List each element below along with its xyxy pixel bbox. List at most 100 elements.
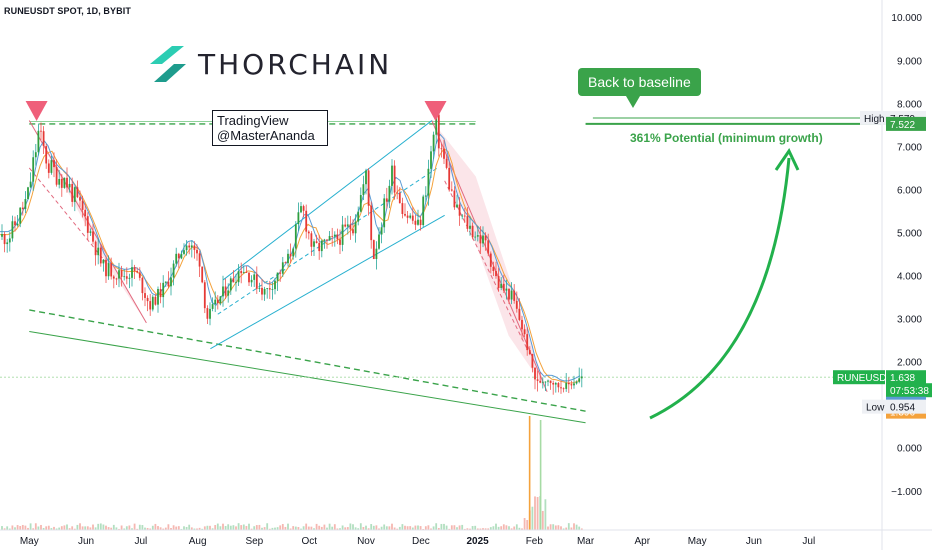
candle-body: [349, 224, 352, 230]
volume-bar: [180, 528, 183, 530]
candle-body: [40, 130, 42, 132]
candle-body: [409, 215, 412, 218]
candle-body: [92, 231, 94, 242]
volume-bar: [287, 523, 289, 530]
thorchain-logo-icon: [150, 46, 186, 82]
volume-bar: [89, 527, 92, 530]
price-tick-label: 10.000: [891, 13, 922, 24]
volume-bar: [32, 528, 35, 530]
volume-bar: [414, 525, 417, 530]
volume-bar: [105, 525, 107, 530]
candle-body: [443, 148, 445, 159]
candle-body: [567, 382, 570, 385]
volume-bar: [146, 527, 149, 530]
countdown-bg: [886, 383, 932, 398]
volume-bar: [487, 528, 490, 530]
volume-bar: [292, 526, 295, 530]
volume-bar: [560, 526, 562, 530]
volume-bar: [536, 497, 539, 530]
volume-bar: [115, 527, 118, 530]
volume-bar: [508, 526, 510, 530]
candle-body: [375, 248, 378, 259]
candle-body: [274, 280, 276, 290]
candle-body: [219, 296, 222, 304]
candle-body: [47, 163, 50, 173]
volume-bar: [175, 526, 178, 530]
low-label-bg: [862, 399, 886, 414]
candle-body: [508, 288, 510, 300]
candle-body: [453, 190, 456, 208]
candle-body: [445, 158, 448, 168]
price-tick-label: 5.000: [897, 228, 922, 239]
volume-bar: [34, 523, 37, 530]
time-tick-label: Dec: [412, 536, 430, 547]
volume-bar: [94, 527, 97, 530]
candle-body: [370, 205, 373, 241]
candle-body: [162, 282, 165, 298]
volume-bar: [131, 528, 133, 530]
volume-bar: [81, 526, 84, 530]
candle-body: [565, 382, 568, 389]
candle-body: [73, 187, 76, 202]
brand-logo: THORCHAIN: [148, 44, 392, 84]
candle-body: [16, 223, 19, 226]
volume-bar: [463, 528, 466, 530]
candle-body: [105, 259, 107, 277]
volume-bar: [294, 526, 297, 530]
volume-bar: [248, 523, 250, 530]
price-tick-label: 6.000: [897, 185, 922, 196]
candle-body: [365, 170, 367, 185]
last-value: 1.638: [890, 373, 915, 384]
price-tick-label: 7.000: [897, 142, 922, 153]
candle-body: [404, 213, 406, 216]
candle-body: [430, 151, 432, 169]
volume-bar: [16, 525, 19, 530]
volume-bar: [476, 528, 479, 530]
volume-bar: [99, 523, 102, 530]
candle-body: [110, 263, 113, 277]
candle-body: [120, 270, 123, 277]
volume-bar: [203, 526, 206, 530]
candle-body: [138, 272, 141, 278]
volume-bar: [164, 527, 167, 530]
candle-body: [359, 195, 362, 212]
volume-bar: [365, 525, 367, 530]
time-tick-label: Oct: [301, 536, 317, 547]
target-value-bg: [886, 116, 926, 131]
candle-body: [302, 206, 305, 211]
volume-bar: [253, 526, 256, 530]
candle-body: [242, 272, 245, 274]
candle-body: [406, 215, 409, 218]
price-axis[interactable]: 10.000 9.000 8.000 7.000 6.000 5.000 4.000 3.00…: [881, 0, 922, 550]
volume-bar: [398, 526, 401, 530]
low-value-bg: [886, 399, 926, 414]
candle-body: [268, 288, 271, 290]
down-channel-1-lower: [28, 167, 107, 263]
price-tick-label: 0.000: [897, 444, 922, 455]
volume-bar: [372, 525, 375, 530]
candle-body: [53, 160, 55, 168]
volume-bar: [302, 526, 305, 530]
volume-bar: [209, 525, 211, 530]
volume-bar: [1, 526, 3, 530]
candle-body: [414, 220, 417, 225]
volume-bar: [66, 524, 68, 530]
candle-body: [326, 239, 328, 241]
candle-body: [141, 277, 144, 294]
volume-bar: [359, 523, 362, 530]
candle-body: [84, 209, 87, 217]
top-marker-dec: [424, 101, 447, 121]
volume-bar: [76, 524, 79, 530]
volume-bar: [107, 527, 110, 530]
volume-bar: [196, 528, 198, 530]
price-tick-label: 9.000: [897, 56, 922, 67]
candle-body: [102, 259, 105, 264]
time-axis[interactable]: May Jun Jul Aug Sep Oct Nov Dec 2025 Feb Mar Apr May…: [0, 529, 932, 547]
volume-bar: [378, 528, 380, 530]
candle-body: [86, 216, 89, 233]
candle-body: [570, 384, 573, 386]
volume-bar: [417, 525, 419, 530]
volume-bar: [159, 527, 162, 530]
volume-bar: [276, 527, 279, 530]
